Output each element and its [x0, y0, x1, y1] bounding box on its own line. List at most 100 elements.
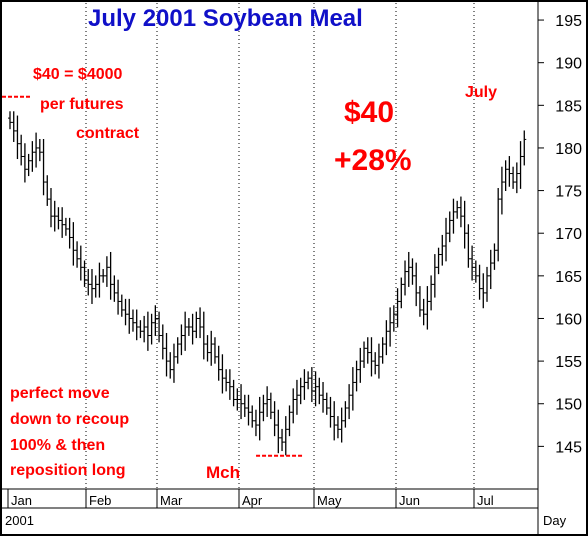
- price-bar: [492, 243, 497, 270]
- price-bar: [239, 384, 244, 420]
- price-bar: [343, 401, 348, 428]
- price-bar: [48, 188, 53, 228]
- price-bar: [198, 307, 203, 339]
- price-bar: [224, 369, 229, 392]
- price-bar: [488, 249, 493, 290]
- price-bar: [37, 138, 42, 162]
- price-bar: [447, 211, 452, 243]
- price-bar: [119, 294, 124, 317]
- y-tick-label: 195: [555, 13, 582, 30]
- price-bar: [175, 337, 180, 364]
- price-bar: [190, 313, 195, 345]
- price-bar: [186, 318, 191, 336]
- price-bar: [272, 401, 277, 437]
- month-label: Jan: [11, 493, 32, 508]
- price-bars: [8, 111, 527, 456]
- price-bar: [317, 377, 322, 405]
- month-label: May: [317, 493, 342, 508]
- price-bar: [153, 305, 158, 336]
- price-bar: [335, 416, 340, 439]
- price-bar: [302, 369, 307, 400]
- price-bar: [71, 222, 76, 266]
- price-bar: [298, 377, 303, 405]
- price-bar: [358, 347, 363, 383]
- chart-title: July 2001 Soybean Meal: [88, 5, 363, 32]
- price-bar: [458, 196, 463, 228]
- price-bar: [22, 143, 27, 183]
- price-bar: [324, 392, 329, 415]
- price-bar: [294, 379, 299, 415]
- price-bar: [380, 337, 385, 364]
- price-bar: [67, 217, 72, 249]
- price-bar: [194, 311, 199, 339]
- price-bar: [104, 256, 109, 287]
- price-bar: [127, 298, 132, 334]
- strategy-note-line3: 100% & then: [10, 437, 106, 454]
- price-bar: [112, 275, 117, 302]
- price-bar: [116, 279, 121, 315]
- price-bar: [309, 367, 314, 403]
- price-bar: [313, 371, 318, 407]
- price-bar: [19, 134, 24, 166]
- price-bar: [388, 307, 393, 347]
- price-bar: [403, 260, 408, 296]
- price-bar: [440, 234, 445, 266]
- price-bar: [60, 207, 65, 238]
- low-marker-label: Mch: [206, 463, 240, 482]
- price-bar: [15, 115, 20, 160]
- strategy-note-line2: down to recoup: [10, 411, 130, 428]
- price-bar: [485, 266, 490, 302]
- price-bar: [209, 330, 214, 366]
- price-bar: [134, 309, 139, 341]
- price-bar: [306, 371, 311, 390]
- month-label: Jul: [477, 493, 494, 508]
- price-bar: [30, 141, 35, 172]
- price-bar: [201, 311, 206, 360]
- price-bar: [522, 130, 527, 166]
- price-bar: [149, 313, 154, 345]
- price-bar: [395, 288, 400, 328]
- price-bar: [250, 405, 255, 428]
- price-bar: [97, 262, 102, 298]
- price-bar: [138, 320, 143, 339]
- price-bar: [265, 386, 270, 417]
- price-bar: [11, 111, 16, 142]
- price-bar: [26, 153, 31, 177]
- price-bar: [253, 409, 258, 437]
- price-bar: [354, 360, 359, 392]
- price-bar: [164, 332, 169, 377]
- price-bar: [227, 369, 232, 400]
- price-bar: [268, 392, 273, 420]
- period-label: Day: [543, 513, 567, 528]
- price-bar: [499, 166, 504, 215]
- price-bar: [414, 262, 419, 307]
- y-tick-label: 185: [555, 98, 582, 115]
- price-bar: [231, 379, 236, 407]
- price-bar: [171, 343, 176, 383]
- price-bar: [444, 217, 449, 262]
- lot-value-note-line3: contract: [76, 125, 140, 142]
- price-bar: [220, 354, 225, 394]
- price-bar: [328, 396, 333, 428]
- price-bar: [466, 224, 471, 268]
- price-bar: [417, 286, 422, 317]
- price-bar: [384, 320, 389, 356]
- price-bar: [376, 343, 381, 379]
- price-bar: [276, 409, 281, 454]
- price-bar: [212, 337, 217, 364]
- y-tick-label: 145: [555, 439, 582, 456]
- price-bar: [75, 241, 80, 268]
- y-tick-label: 175: [555, 184, 582, 201]
- price-bar: [63, 217, 68, 236]
- price-bar: [429, 275, 434, 311]
- price-bar: [503, 160, 508, 192]
- price-bar: [477, 264, 482, 300]
- price-bar: [145, 311, 150, 351]
- price-bar: [496, 188, 501, 262]
- price-bar: [216, 345, 221, 381]
- price-bar: [473, 260, 478, 283]
- lot-value-note-line1: $40 = $4000: [33, 66, 123, 83]
- y-tick-label: 150: [555, 397, 582, 414]
- price-bar: [86, 269, 91, 296]
